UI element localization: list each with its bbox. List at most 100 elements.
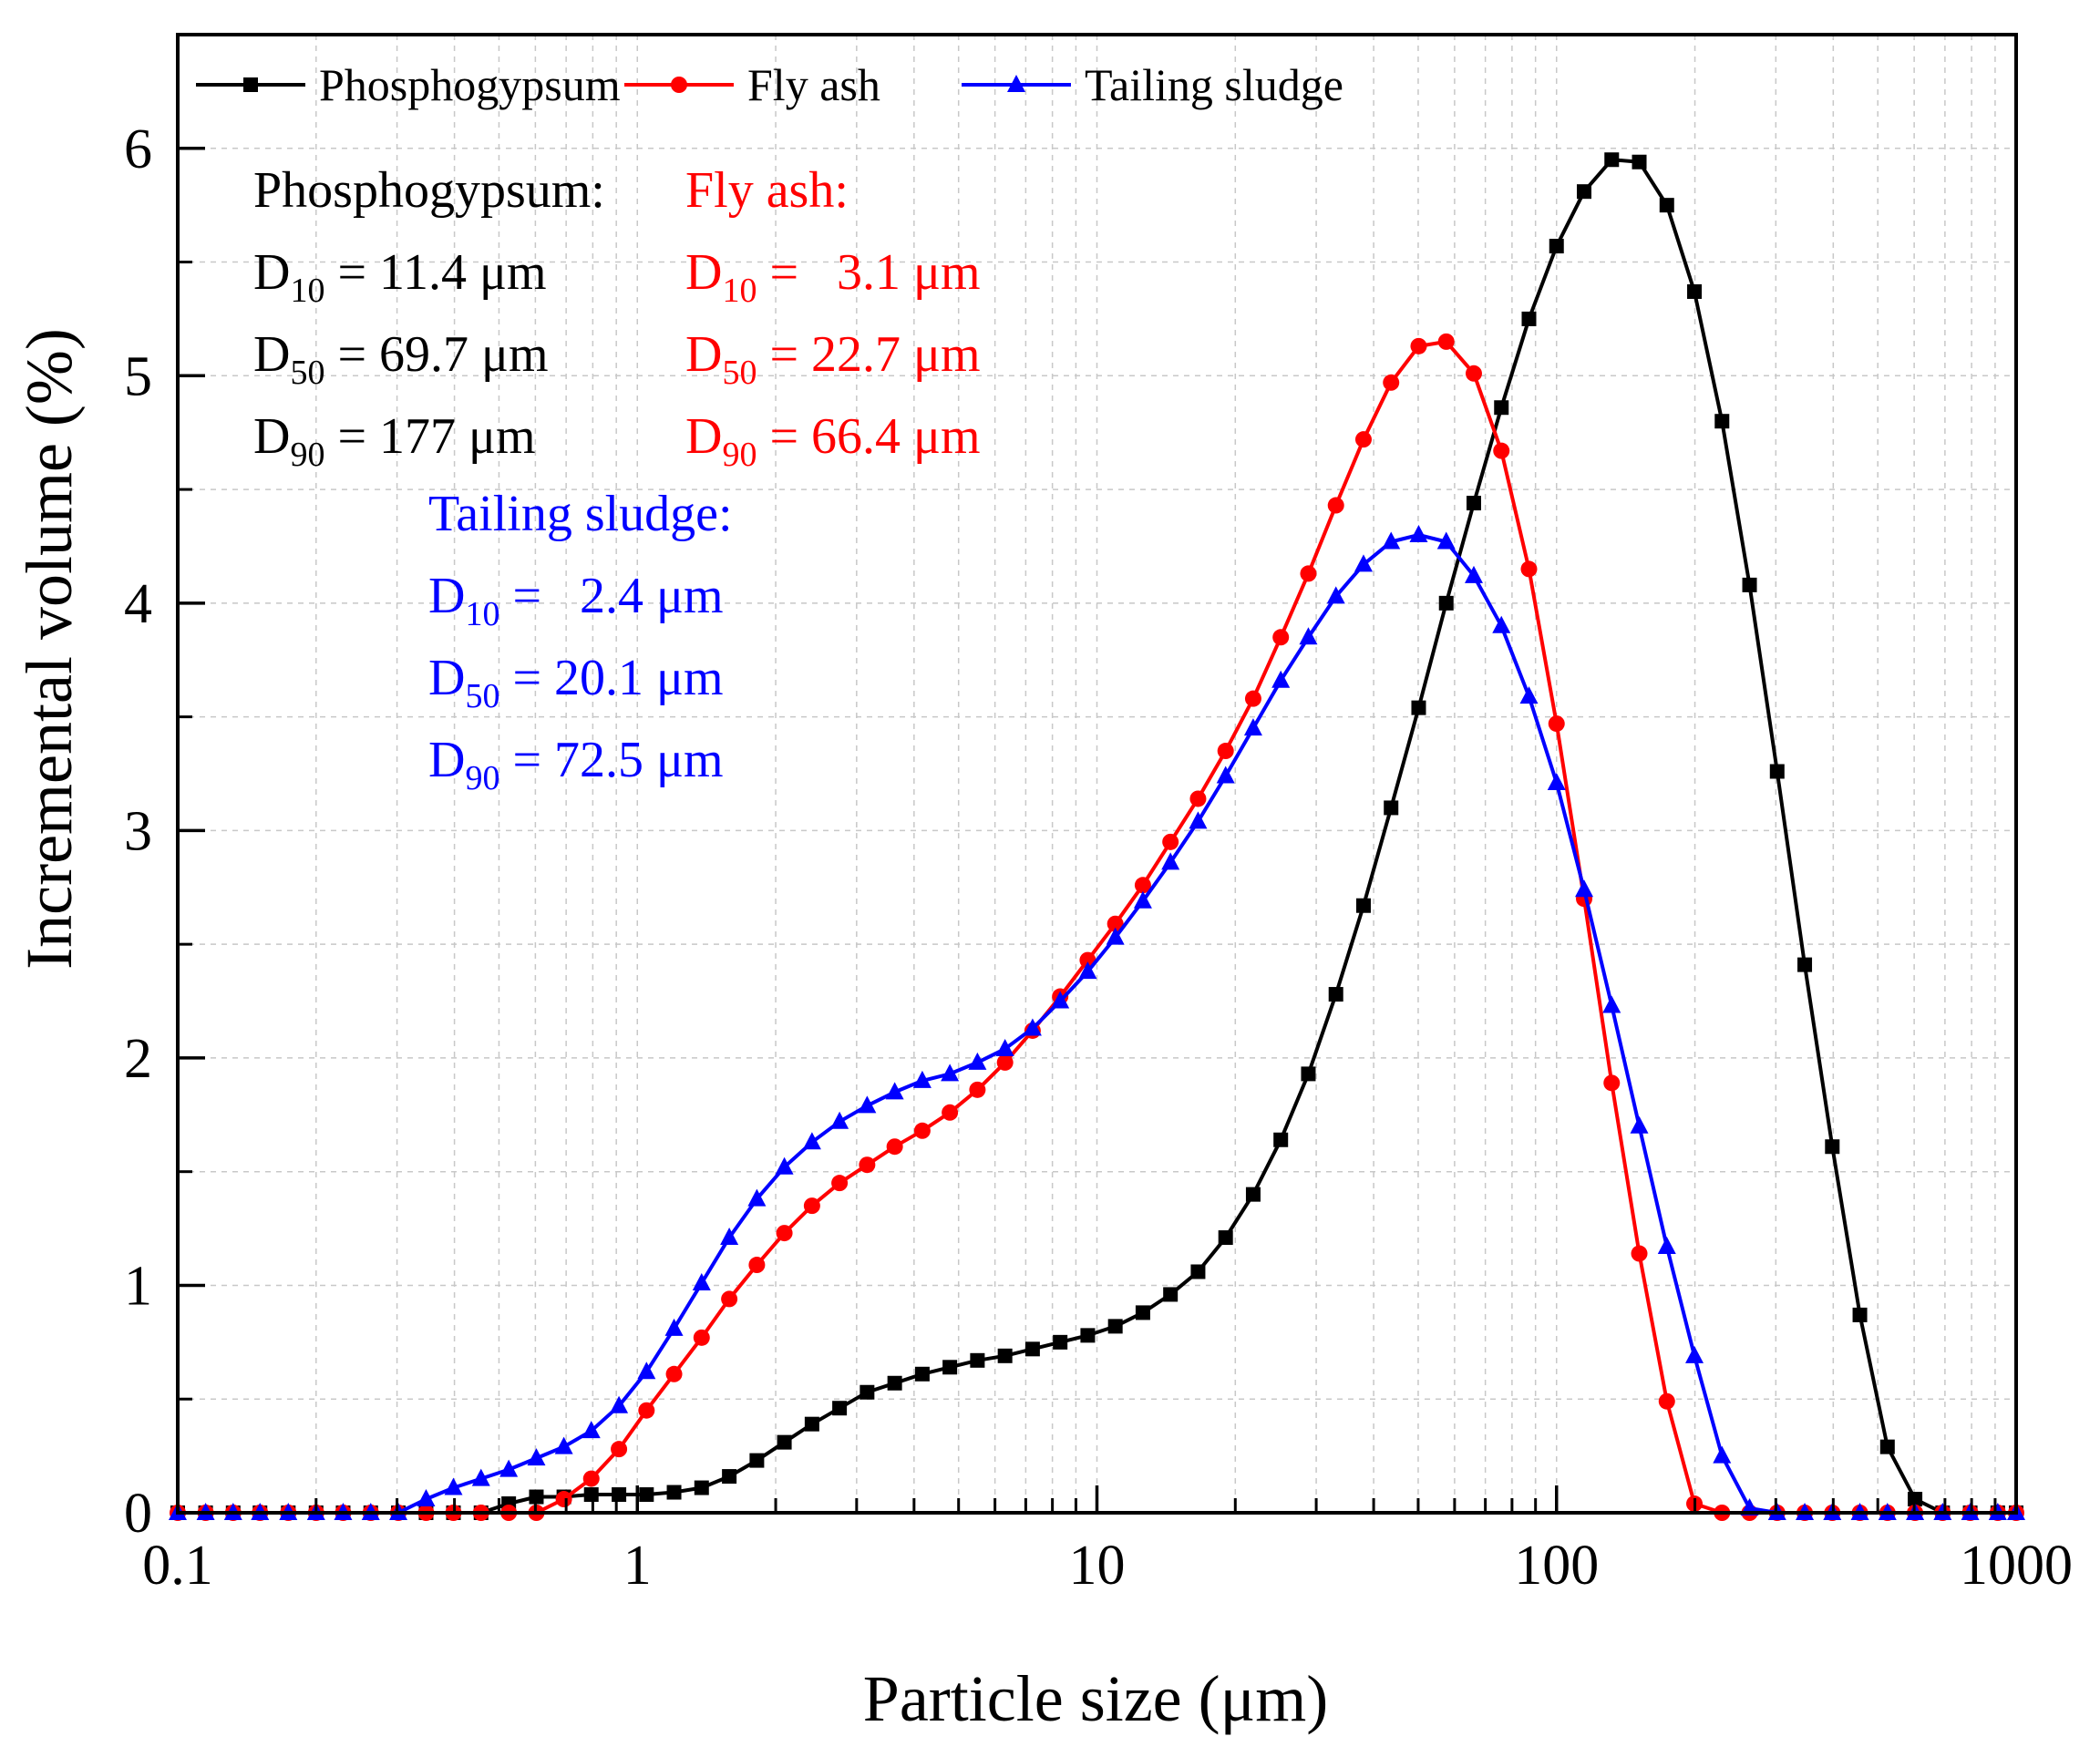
data-point <box>1852 1307 1868 1322</box>
annotation-value: = 3.1 μm <box>757 244 980 301</box>
data-point <box>802 1132 821 1150</box>
annotation-symbol: D <box>685 244 722 301</box>
grid-lines <box>178 35 2016 1513</box>
y-axis-title: Incremental volume (%) <box>13 328 86 970</box>
data-point <box>1273 1132 1289 1147</box>
x-tick-label: 100 <box>1514 1535 1599 1597</box>
data-point <box>996 1053 1014 1071</box>
data-point <box>804 1416 819 1432</box>
data-point <box>1465 365 1482 382</box>
data-point <box>1549 239 1564 254</box>
data-point <box>1630 1115 1649 1134</box>
data-point <box>1024 1341 1040 1357</box>
data-point <box>858 1095 877 1114</box>
data-point <box>664 1318 684 1336</box>
data-point <box>1163 1287 1179 1302</box>
annotation-line: D90 = 177 μm <box>253 408 536 474</box>
data-point <box>1327 497 1344 514</box>
annotation-subscript: 90 <box>722 436 757 474</box>
data-point <box>721 1290 738 1308</box>
data-point <box>1271 670 1291 688</box>
legend-label: Phosphogypsum <box>319 59 621 110</box>
data-point <box>776 1225 793 1242</box>
legend-marker <box>243 77 258 92</box>
data-point <box>639 1487 654 1503</box>
data-point <box>1216 765 1235 784</box>
data-point <box>970 1352 985 1368</box>
data-point <box>942 1360 958 1375</box>
data-point <box>1023 1018 1042 1036</box>
data-point <box>529 1489 544 1505</box>
x-axis-title: Particle size (μm) <box>863 1662 1328 1735</box>
annotation-title: Phosphogypsum: <box>253 162 605 219</box>
annotation-title: Tailing sludge: <box>428 486 733 542</box>
data-point <box>860 1384 875 1400</box>
annotation-line: D90 = 66.4 μm <box>685 408 981 474</box>
data-point <box>722 1469 737 1485</box>
data-point <box>611 1441 628 1458</box>
legend-marker <box>1007 75 1025 92</box>
legend-label: Tailing sludge <box>1085 59 1343 110</box>
data-point <box>748 1257 766 1274</box>
data-point <box>1437 333 1455 350</box>
data-point <box>1494 400 1509 416</box>
legend-marker <box>671 77 687 93</box>
annotation-value: = 72.5 μm <box>499 732 723 788</box>
annotation-symbol: D <box>253 326 290 383</box>
data-point <box>995 1038 1014 1056</box>
data-point <box>1769 764 1785 779</box>
data-point <box>1659 198 1674 213</box>
x-tick-label: 1 <box>623 1535 652 1597</box>
data-point <box>968 1052 987 1070</box>
data-point <box>1355 898 1371 913</box>
annotation-line: D50 = 69.7 μm <box>253 326 549 392</box>
data-point <box>1106 927 1125 945</box>
data-point <box>942 1104 959 1121</box>
data-point <box>1521 311 1537 326</box>
data-point <box>912 1070 932 1088</box>
data-point <box>1825 1139 1840 1155</box>
data-point <box>1519 686 1539 704</box>
data-point <box>1133 890 1152 909</box>
x-tick-label: 10 <box>1069 1535 1126 1597</box>
y-tick-label: 6 <box>124 118 152 180</box>
data-point <box>612 1487 627 1503</box>
data-point <box>1575 879 1594 898</box>
data-point <box>1492 615 1511 633</box>
data-point <box>1354 554 1373 572</box>
data-point <box>1326 586 1345 604</box>
data-point <box>1135 1305 1150 1320</box>
annotation-line: D90 = 72.5 μm <box>428 732 724 797</box>
y-tick-label: 4 <box>124 573 152 635</box>
data-point <box>747 1188 767 1207</box>
data-point <box>1107 1319 1123 1334</box>
data-point <box>1687 283 1703 299</box>
data-point <box>417 1489 436 1507</box>
data-point <box>1410 337 1427 354</box>
data-point <box>1547 772 1566 790</box>
data-point <box>1300 565 1317 582</box>
data-point <box>1161 852 1180 870</box>
data-point <box>665 1365 683 1382</box>
data-point <box>859 1156 876 1174</box>
annotation-subscript: 50 <box>722 354 757 392</box>
x-tick-label: 1000 <box>1960 1535 2073 1597</box>
data-point <box>913 1122 931 1139</box>
data-point <box>885 1082 904 1100</box>
annotation-symbol: D <box>428 650 465 706</box>
data-point <box>887 1375 902 1391</box>
data-point <box>1436 531 1456 550</box>
data-point <box>637 1361 656 1380</box>
data-point <box>1328 987 1343 1002</box>
annotation-value: = 22.7 μm <box>757 326 980 383</box>
data-point <box>832 1401 848 1416</box>
data-point <box>1411 700 1426 715</box>
data-point <box>1078 961 1097 980</box>
annotation-value: = 11.4 μm <box>324 244 546 301</box>
data-point <box>1631 1245 1648 1262</box>
data-point <box>1080 1328 1096 1343</box>
annotation-symbol: D <box>428 732 465 788</box>
